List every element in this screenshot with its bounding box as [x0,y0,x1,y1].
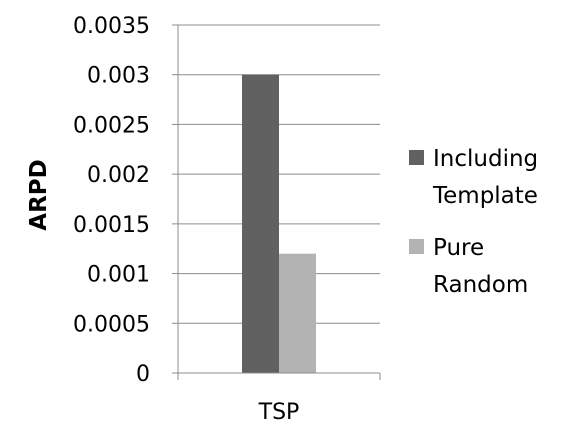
y-tick-label: 0 [136,362,150,387]
legend-swatch [409,239,424,254]
y-tick-label: 0.0005 [73,312,150,337]
y-tick-label: 0.0035 [73,14,150,39]
x-tick-label: TSP [258,400,300,425]
y-tick-label: 0.0015 [73,213,150,238]
y-tick-label: 0.002 [87,163,150,188]
legend-label: Pure [433,235,484,261]
x-axis: TSP [177,372,381,425]
y-tick-label: 0.003 [87,64,150,89]
bar-1 [279,253,316,373]
y-tick-label: 0.001 [87,263,150,288]
legend-swatch [409,150,424,165]
bars [242,74,316,373]
legend-label: Random [433,272,528,298]
bar-0 [242,74,279,373]
y-axis-title: ARPD [26,159,52,230]
legend-label: Including [433,146,538,172]
y-axis: 0 0.0005 0.001 0.0015 0.002 0.0025 0.003 0.0035 [73,14,179,387]
y-tick-label: 0.0025 [73,113,150,138]
legend-label: Template [432,183,538,209]
legend: Including Template Pure Random [409,146,538,298]
